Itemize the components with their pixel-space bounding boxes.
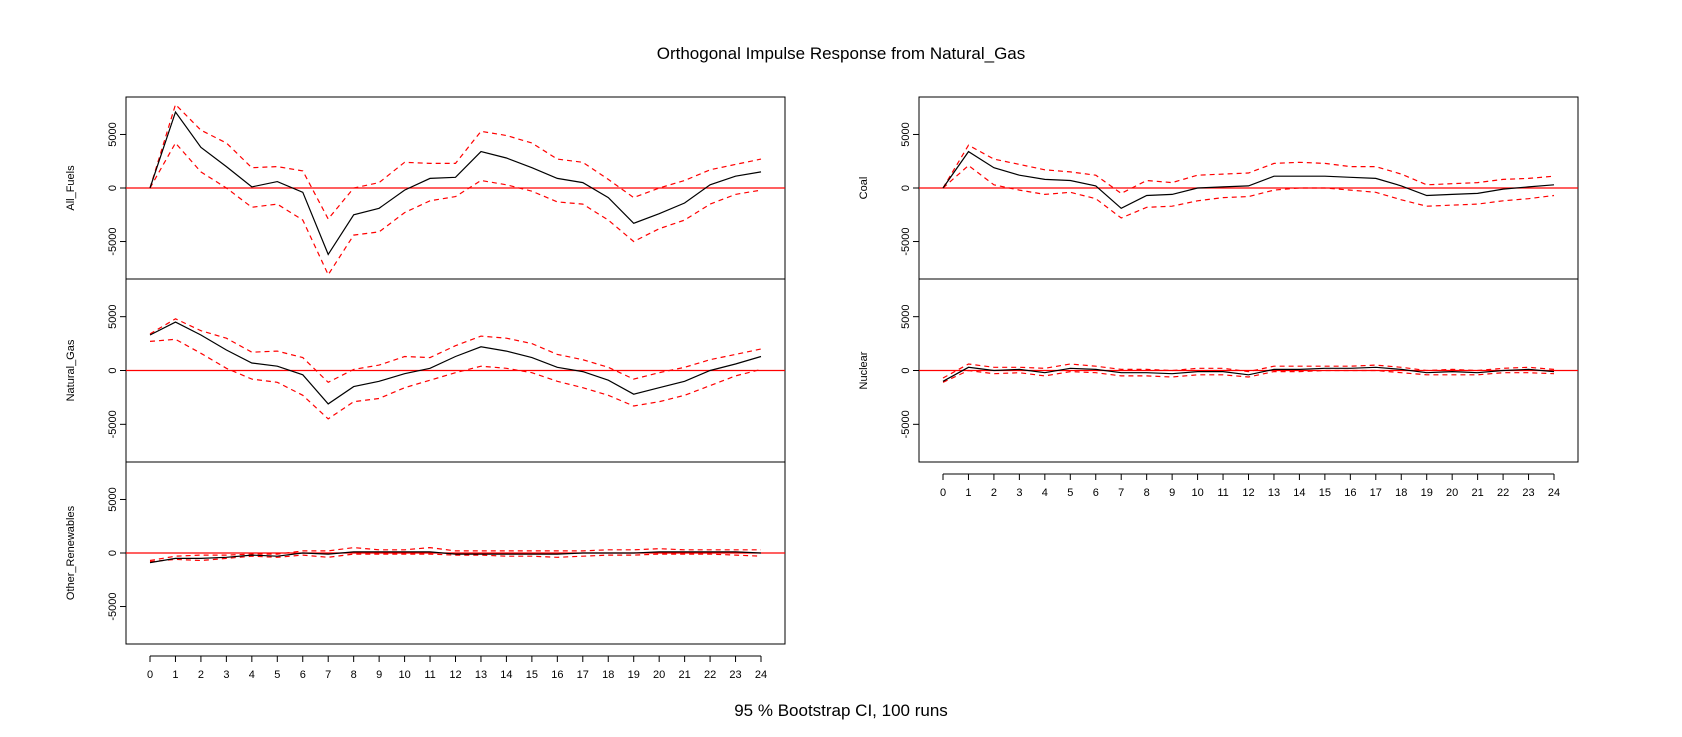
y-tick-label: -5000 <box>900 410 912 438</box>
x-tick-label: 3 <box>1016 487 1022 499</box>
response-line <box>942 150 1555 210</box>
y-tick-label: 0 <box>900 185 912 191</box>
x-tick-label: 7 <box>325 669 331 681</box>
y-axis-label: All_Fuels <box>65 165 77 211</box>
y-axis-label: Natural_Gas <box>65 339 77 401</box>
panel-natural-gas: -5000 0 5000 Natural_Gas <box>65 278 786 463</box>
ci-lower-line <box>149 141 762 276</box>
x-tick-label: 24 <box>755 669 767 681</box>
x-tick-label: 11 <box>1217 487 1228 499</box>
x-tick-label: 19 <box>628 669 640 681</box>
ci-upper-line <box>149 318 762 384</box>
ci-upper-line <box>942 144 1555 195</box>
y-tick-label: 0 <box>107 367 119 373</box>
ci-upper-line <box>149 546 761 562</box>
y-axis-label: Other_Renewables <box>65 505 77 600</box>
y-tick-label: 5000 <box>107 304 119 328</box>
y-tick-label: 0 <box>107 185 119 191</box>
y-axis-label: Nuclear <box>858 351 870 389</box>
x-tick-label: 20 <box>1446 487 1458 499</box>
response-line <box>942 366 1555 382</box>
response-line <box>149 321 762 405</box>
x-tick-label: 18 <box>602 669 614 681</box>
ci-lower-line <box>149 553 762 563</box>
y-tick-label: 5000 <box>107 122 119 146</box>
x-tick-label: 21 <box>1472 487 1484 499</box>
x-tick-label: 1 <box>172 669 178 681</box>
x-tick-label: 12 <box>449 669 461 681</box>
x-tick-label: 23 <box>729 669 741 681</box>
y-tick-label: 0 <box>107 550 119 556</box>
x-tick-label: 15 <box>1319 487 1331 499</box>
panel-all-fuels: -5000 0 5000 All_Fuels <box>65 96 786 280</box>
x-tick-label: 2 <box>991 487 997 499</box>
x-tick-label: 24 <box>1548 487 1560 499</box>
x-tick-label: 22 <box>1497 487 1509 499</box>
ci-upper-line <box>942 363 1555 379</box>
y-tick-label: 5000 <box>900 304 912 328</box>
x-tick-label: 17 <box>1370 487 1382 499</box>
x-tick-label: 2 <box>198 669 204 681</box>
x-tick-label: 12 <box>1242 487 1254 499</box>
y-tick-label: -5000 <box>900 227 912 255</box>
x-tick-label: 22 <box>704 669 716 681</box>
panel-coal: -5000 0 5000 Coal <box>858 96 1579 280</box>
y-tick-label: 0 <box>900 367 912 373</box>
y-tick-label: -5000 <box>107 227 119 255</box>
x-tick-label: 6 <box>1093 487 1099 499</box>
x-tick-label: 16 <box>551 669 563 681</box>
x-tick-label: 20 <box>653 669 665 681</box>
ci-lower-line <box>942 164 1555 219</box>
ci-lower-line <box>942 369 1555 383</box>
x-tick-label: 3 <box>223 669 229 681</box>
x-tick-label: 23 <box>1522 487 1534 499</box>
x-tick-label: 1 <box>965 487 971 499</box>
x-tick-label: 7 <box>1118 487 1124 499</box>
x-tick-label: 5 <box>1067 487 1073 499</box>
panels-layer: -500005000All_Fuels-500005000Natural_Gas… <box>65 96 1579 681</box>
x-tick-label: 18 <box>1395 487 1407 499</box>
x-tick-label: 0 <box>940 487 946 499</box>
x-tick-label: 8 <box>1144 487 1150 499</box>
x-tick-label: 10 <box>1191 487 1203 499</box>
x-tick-label: 6 <box>300 669 306 681</box>
y-tick-label: -5000 <box>107 410 119 438</box>
x-tick-label: 10 <box>398 669 410 681</box>
y-tick-label: 5000 <box>900 122 912 146</box>
x-tick-label: 14 <box>1293 487 1305 499</box>
y-tick-label: 5000 <box>107 487 119 511</box>
x-tick-label: 8 <box>351 669 357 681</box>
chart-title: Orthogonal Impulse Response from Natural… <box>657 44 1026 63</box>
y-axis-label: Coal <box>858 177 870 200</box>
x-tick-label: 4 <box>249 669 255 681</box>
x-tick-label: 9 <box>376 669 382 681</box>
response-line <box>149 551 762 564</box>
ci-lower-line <box>149 338 762 420</box>
chart-subtitle: 95 % Bootstrap CI, 100 runs <box>734 701 948 720</box>
x-tick-label: 21 <box>679 669 691 681</box>
ci-upper-line <box>149 103 762 221</box>
response-line <box>149 110 762 256</box>
x-tick-label: 0 <box>147 669 153 681</box>
y-tick-label: -5000 <box>107 592 119 620</box>
x-tick-label: 5 <box>274 669 280 681</box>
x-tick-label: 14 <box>500 669 512 681</box>
x-tick-label: 11 <box>424 669 435 681</box>
x-tick-label: 15 <box>526 669 538 681</box>
x-tick-label: 13 <box>475 669 487 681</box>
x-tick-label: 13 <box>1268 487 1280 499</box>
x-tick-label: 9 <box>1169 487 1175 499</box>
x-tick-label: 16 <box>1344 487 1356 499</box>
x-tick-label: 4 <box>1042 487 1048 499</box>
x-tick-label: 19 <box>1421 487 1433 499</box>
x-tick-label: 17 <box>577 669 589 681</box>
